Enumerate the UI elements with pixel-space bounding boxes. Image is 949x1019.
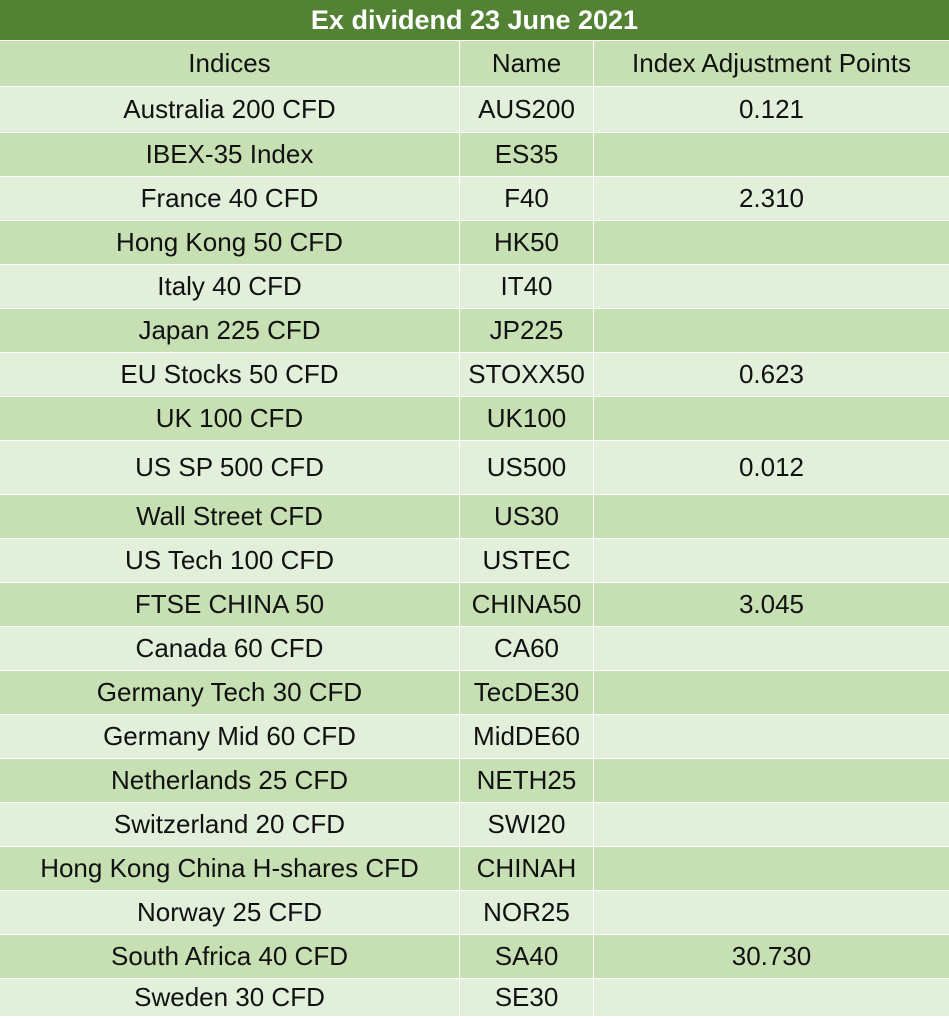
row-2-name: ES35 xyxy=(460,133,594,177)
row-17-name: SWI20 xyxy=(460,803,594,847)
row-13-points xyxy=(594,627,949,671)
row-14-index: Germany Tech 30 CFD xyxy=(0,671,460,715)
row-2-index: IBEX-35 Index xyxy=(0,133,460,177)
row-9-name: US500 xyxy=(460,441,594,495)
row-9-points: 0.012 xyxy=(594,441,949,495)
row-2-points xyxy=(594,133,949,177)
row-11-index: US Tech 100 CFD xyxy=(0,539,460,583)
row-21-index: Sweden 30 CFD xyxy=(0,979,460,1017)
row-4-index: Hong Kong 50 CFD xyxy=(0,221,460,265)
row-18-name: CHINAH xyxy=(460,847,594,891)
row-13-name: CA60 xyxy=(460,627,594,671)
row-12-points: 3.045 xyxy=(594,583,949,627)
row-15-points xyxy=(594,715,949,759)
row-6-index: Japan 225 CFD xyxy=(0,309,460,353)
row-5-index: Italy 40 CFD xyxy=(0,265,460,309)
row-12-name: CHINA50 xyxy=(460,583,594,627)
row-20-name: SA40 xyxy=(460,935,594,979)
row-18-index: Hong Kong China H-shares CFD xyxy=(0,847,460,891)
row-20-points: 30.730 xyxy=(594,935,949,979)
row-4-points xyxy=(594,221,949,265)
row-18-points xyxy=(594,847,949,891)
row-7-name: STOXX50 xyxy=(460,353,594,397)
row-3-name: F40 xyxy=(460,177,594,221)
row-17-index: Switzerland 20 CFD xyxy=(0,803,460,847)
row-10-points xyxy=(594,495,949,539)
row-17-points xyxy=(594,803,949,847)
row-19-points xyxy=(594,891,949,935)
row-15-index: Germany Mid 60 CFD xyxy=(0,715,460,759)
row-16-points xyxy=(594,759,949,803)
header-adjustment-points: Index Adjustment Points xyxy=(594,41,949,87)
row-4-name: HK50 xyxy=(460,221,594,265)
row-3-index: France 40 CFD xyxy=(0,177,460,221)
row-15-name: MidDE60 xyxy=(460,715,594,759)
row-9-index: US SP 500 CFD xyxy=(0,441,460,495)
row-7-index: EU Stocks 50 CFD xyxy=(0,353,460,397)
row-6-name: JP225 xyxy=(460,309,594,353)
row-1-name: AUS200 xyxy=(460,87,594,133)
row-16-index: Netherlands 25 CFD xyxy=(0,759,460,803)
header-name: Name xyxy=(460,41,594,87)
row-1-points: 0.121 xyxy=(594,87,949,133)
row-6-points xyxy=(594,309,949,353)
row-11-name: USTEC xyxy=(460,539,594,583)
row-11-points xyxy=(594,539,949,583)
row-12-index: FTSE CHINA 50 xyxy=(0,583,460,627)
row-13-index: Canada 60 CFD xyxy=(0,627,460,671)
row-20-index: South Africa 40 CFD xyxy=(0,935,460,979)
row-8-index: UK 100 CFD xyxy=(0,397,460,441)
row-21-points xyxy=(594,979,949,1017)
row-10-name: US30 xyxy=(460,495,594,539)
row-3-points: 2.310 xyxy=(594,177,949,221)
row-10-index: Wall Street CFD xyxy=(0,495,460,539)
row-19-index: Norway 25 CFD xyxy=(0,891,460,935)
row-7-points: 0.623 xyxy=(594,353,949,397)
header-indices: Indices xyxy=(0,41,460,87)
row-8-points xyxy=(594,397,949,441)
row-16-name: NETH25 xyxy=(460,759,594,803)
row-1-index: Australia 200 CFD xyxy=(0,87,460,133)
row-8-name: UK100 xyxy=(460,397,594,441)
table-title: Ex dividend 23 June 2021 xyxy=(0,0,949,41)
row-19-name: NOR25 xyxy=(460,891,594,935)
row-5-points xyxy=(594,265,949,309)
row-21-name: SE30 xyxy=(460,979,594,1017)
row-14-name: TecDE30 xyxy=(460,671,594,715)
row-5-name: IT40 xyxy=(460,265,594,309)
row-14-points xyxy=(594,671,949,715)
